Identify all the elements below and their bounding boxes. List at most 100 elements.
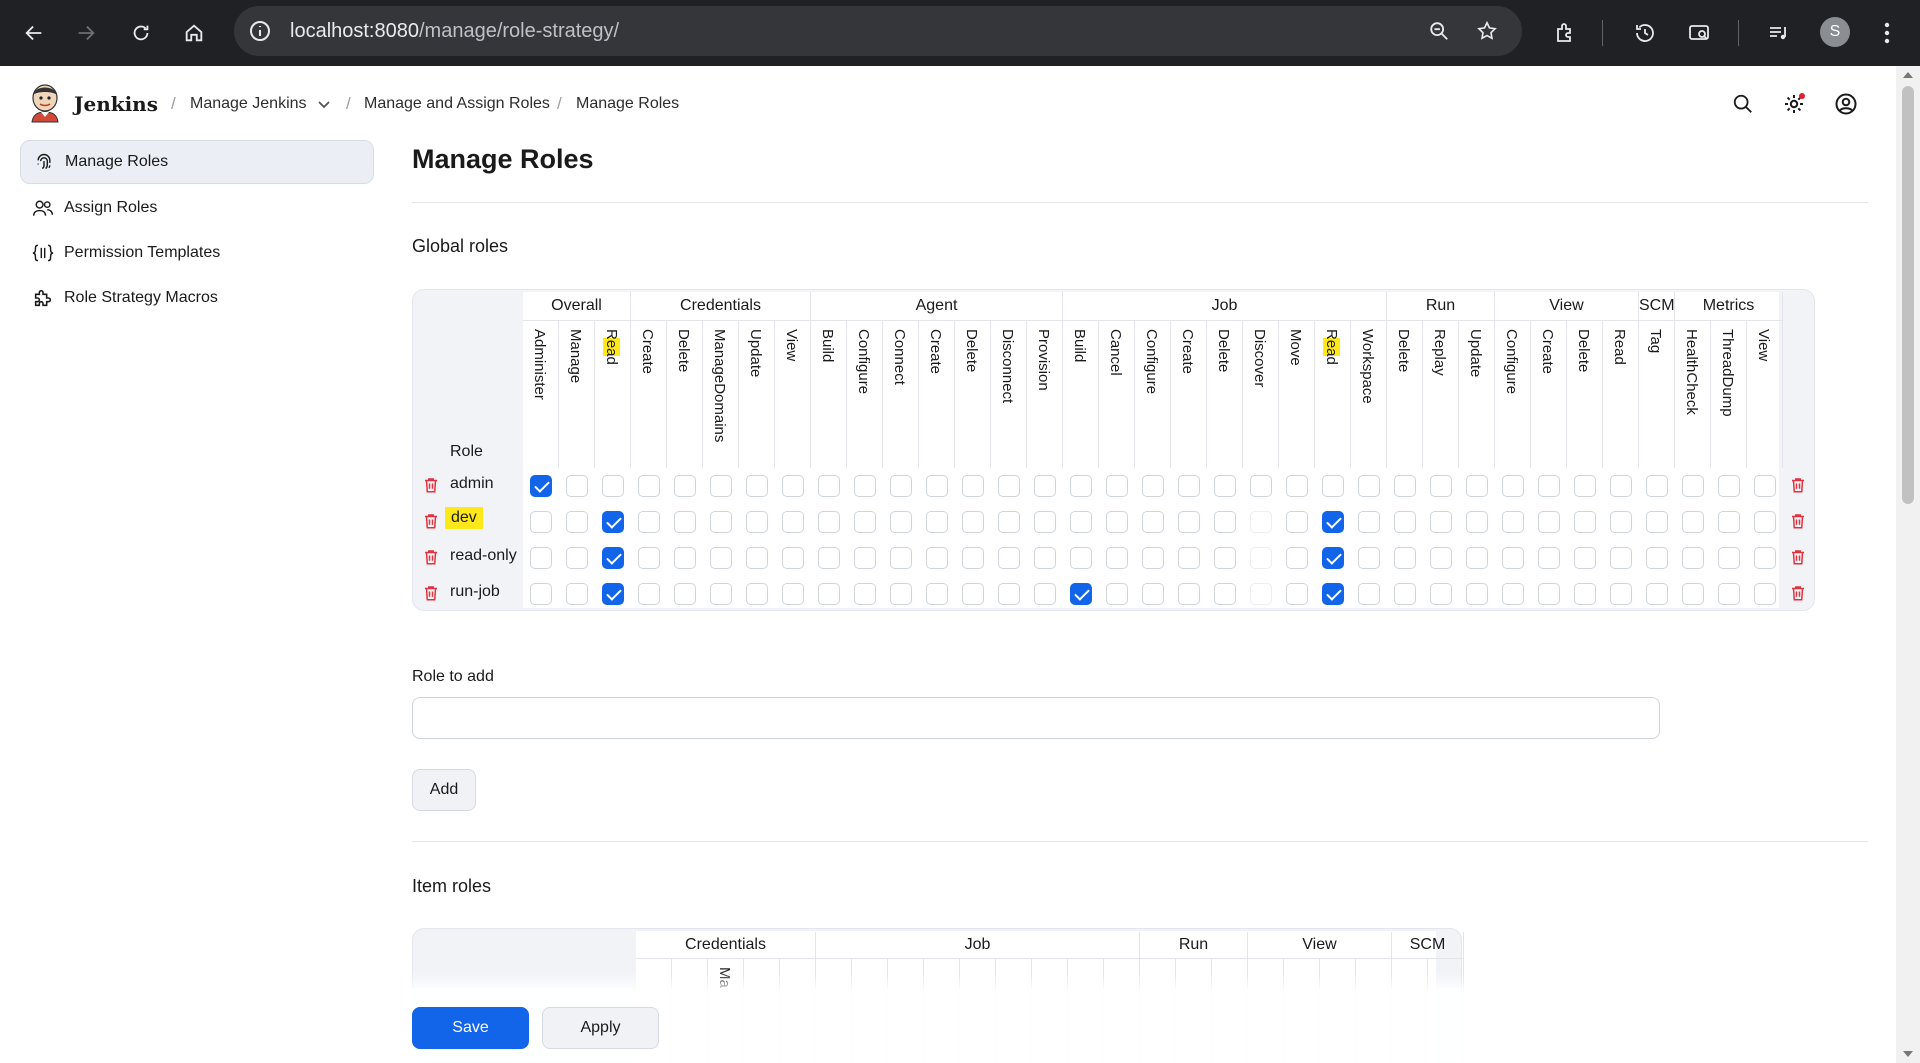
back-icon[interactable] — [14, 13, 54, 53]
delete-role-trash-icon[interactable] — [1789, 476, 1807, 494]
permission-checkbox[interactable] — [1214, 475, 1236, 497]
permission-checkbox[interactable] — [1322, 475, 1344, 497]
permission-checkbox[interactable] — [746, 511, 768, 533]
permission-checkbox[interactable] — [1466, 511, 1488, 533]
user-account-icon[interactable] — [1833, 91, 1859, 117]
permission-checkbox[interactable] — [746, 475, 768, 497]
permission-checkbox[interactable] — [1358, 511, 1380, 533]
sidebar-item-role-strategy-macros[interactable]: Role Strategy Macros — [20, 276, 374, 320]
sidebar-item-permission-templates[interactable]: Permission Templates — [20, 231, 374, 275]
permission-checkbox[interactable] — [674, 475, 696, 497]
manage-gear-icon[interactable] — [1781, 91, 1807, 117]
permission-checkbox[interactable] — [1070, 547, 1092, 569]
permission-checkbox[interactable] — [1358, 583, 1380, 605]
permission-checkbox[interactable] — [962, 475, 984, 497]
permission-checkbox[interactable] — [746, 547, 768, 569]
permission-checkbox[interactable] — [1322, 511, 1344, 533]
permission-checkbox[interactable] — [638, 475, 660, 497]
url-text[interactable]: localhost:8080/manage/role-strategy/ — [290, 20, 619, 43]
permission-checkbox[interactable] — [746, 583, 768, 605]
more-menu-icon[interactable] — [1867, 13, 1907, 53]
permission-checkbox[interactable] — [1610, 547, 1632, 569]
add-role-button[interactable]: Add — [412, 769, 476, 811]
permission-checkbox[interactable] — [1142, 511, 1164, 533]
page-scrollbar[interactable] — [1896, 66, 1920, 1063]
permission-checkbox[interactable] — [1034, 547, 1056, 569]
forward-icon[interactable] — [66, 13, 106, 53]
permission-checkbox[interactable] — [1358, 475, 1380, 497]
permission-checkbox[interactable] — [854, 475, 876, 497]
permission-checkbox[interactable] — [566, 511, 588, 533]
permission-checkbox[interactable] — [1070, 475, 1092, 497]
permission-checkbox[interactable] — [1466, 583, 1488, 605]
permission-checkbox[interactable] — [926, 583, 948, 605]
permission-checkbox[interactable] — [1466, 547, 1488, 569]
permission-checkbox[interactable] — [674, 511, 696, 533]
breadcrumb-manage-jenkins[interactable]: Manage Jenkins — [190, 95, 307, 112]
permission-checkbox[interactable] — [1178, 583, 1200, 605]
permission-checkbox[interactable] — [1250, 583, 1272, 605]
permission-checkbox[interactable] — [818, 583, 840, 605]
permission-checkbox[interactable] — [674, 583, 696, 605]
permission-checkbox[interactable] — [1034, 511, 1056, 533]
permission-checkbox[interactable] — [530, 511, 552, 533]
jenkins-brand[interactable]: Jenkins — [74, 92, 158, 116]
permission-checkbox[interactable] — [1394, 511, 1416, 533]
permission-checkbox[interactable] — [1646, 511, 1668, 533]
permission-checkbox[interactable] — [1754, 547, 1776, 569]
permission-checkbox[interactable] — [1538, 547, 1560, 569]
permission-checkbox[interactable] — [890, 511, 912, 533]
permission-checkbox[interactable] — [1718, 583, 1740, 605]
permission-checkbox[interactable] — [1214, 511, 1236, 533]
permission-checkbox[interactable] — [530, 583, 552, 605]
permission-checkbox[interactable] — [1538, 511, 1560, 533]
permission-checkbox[interactable] — [1286, 583, 1308, 605]
permission-checkbox[interactable] — [602, 475, 624, 497]
permission-checkbox[interactable] — [962, 547, 984, 569]
permission-checkbox[interactable] — [566, 475, 588, 497]
permission-checkbox[interactable] — [854, 547, 876, 569]
permission-checkbox[interactable] — [1034, 583, 1056, 605]
permission-checkbox[interactable] — [638, 547, 660, 569]
breadcrumb-manage-roles[interactable]: Manage Roles — [576, 95, 680, 112]
permission-checkbox[interactable] — [854, 583, 876, 605]
delete-role-trash-icon[interactable] — [1789, 548, 1807, 566]
permission-checkbox[interactable] — [638, 583, 660, 605]
permission-checkbox[interactable] — [710, 511, 732, 533]
permission-checkbox[interactable] — [962, 583, 984, 605]
permission-checkbox[interactable] — [1682, 583, 1704, 605]
permission-checkbox[interactable] — [710, 475, 732, 497]
permission-checkbox[interactable] — [1502, 583, 1524, 605]
permission-checkbox[interactable] — [566, 583, 588, 605]
permission-checkbox[interactable] — [1286, 547, 1308, 569]
permission-checkbox[interactable] — [1178, 547, 1200, 569]
permission-checkbox[interactable] — [674, 547, 696, 569]
chevron-down-icon[interactable] — [316, 96, 332, 117]
permission-checkbox[interactable] — [926, 511, 948, 533]
scroll-up-icon[interactable] — [1903, 72, 1913, 78]
permission-checkbox[interactable] — [1106, 475, 1128, 497]
permission-checkbox[interactable] — [998, 475, 1020, 497]
apply-button[interactable]: Apply — [542, 1007, 659, 1049]
permission-checkbox[interactable] — [1574, 511, 1596, 533]
permission-checkbox[interactable] — [1430, 511, 1452, 533]
save-button[interactable]: Save — [412, 1007, 529, 1049]
permission-checkbox[interactable] — [1142, 547, 1164, 569]
delete-role-trash-icon[interactable] — [1789, 512, 1807, 530]
permission-checkbox[interactable] — [1430, 547, 1452, 569]
permission-checkbox[interactable] — [1538, 583, 1560, 605]
permission-checkbox[interactable] — [998, 511, 1020, 533]
jenkins-logo-icon[interactable] — [26, 82, 64, 124]
address-bar[interactable]: localhost:8080/manage/role-strategy/ — [234, 6, 1522, 56]
permission-checkbox[interactable] — [1754, 511, 1776, 533]
permission-checkbox[interactable] — [962, 511, 984, 533]
permission-checkbox[interactable] — [1682, 547, 1704, 569]
permission-checkbox[interactable] — [1574, 475, 1596, 497]
role-to-add-input[interactable] — [412, 697, 1660, 739]
permission-checkbox[interactable] — [530, 475, 552, 497]
permission-checkbox[interactable] — [1502, 511, 1524, 533]
permission-checkbox[interactable] — [1106, 547, 1128, 569]
permission-checkbox[interactable] — [638, 511, 660, 533]
delete-role-trash-icon[interactable] — [1789, 584, 1807, 602]
permission-checkbox[interactable] — [926, 475, 948, 497]
